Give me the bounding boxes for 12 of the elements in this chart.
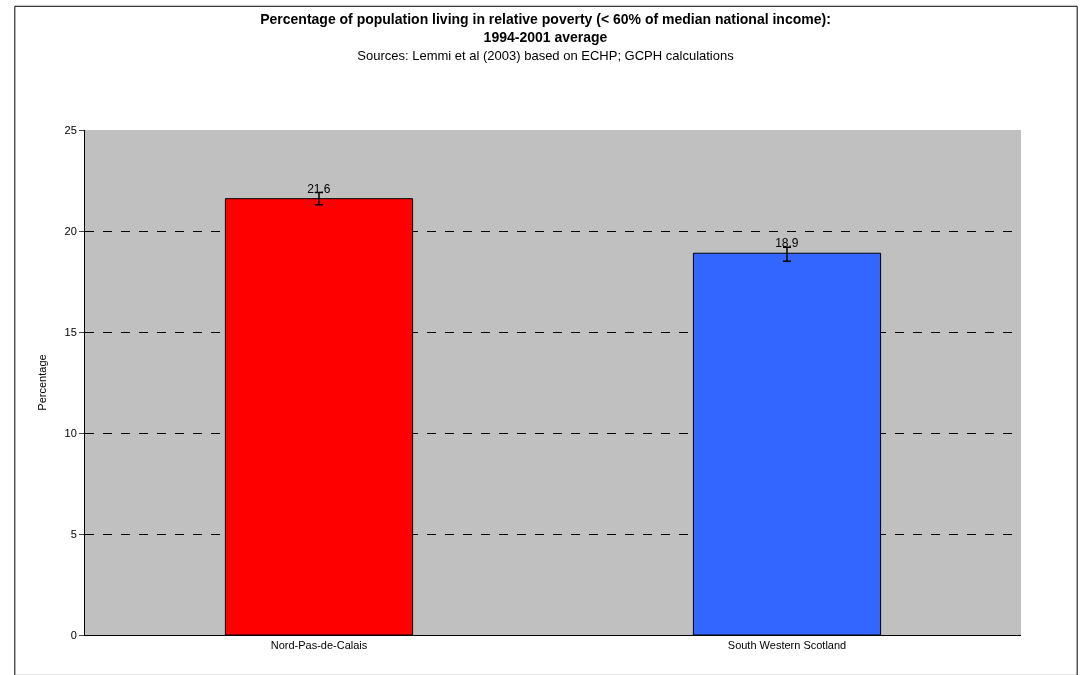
y-tick-label: 25 bbox=[64, 123, 77, 136]
y-tick-label: 15 bbox=[64, 325, 77, 338]
x-tick-label: South Western Scotland bbox=[727, 639, 847, 652]
data-label: 18.9 bbox=[775, 236, 799, 251]
x-tick-label: Nord-Pas-de-Calais bbox=[270, 639, 368, 652]
y-tick-label: 5 bbox=[70, 527, 77, 540]
y-axis-title: Percentage bbox=[36, 354, 49, 411]
y-tick-label: 10 bbox=[64, 426, 77, 439]
y-tick-label: 20 bbox=[64, 224, 77, 237]
y-tick-label: 0 bbox=[70, 628, 77, 641]
chart-title: Percentage of population living in relative poverty (< 60% of median national income): 1994-2001 average bbox=[260, 10, 831, 45]
chart-subtitle: Sources: Lemmi et al (2003) based on ECHP; GCPH calculations bbox=[357, 48, 735, 64]
